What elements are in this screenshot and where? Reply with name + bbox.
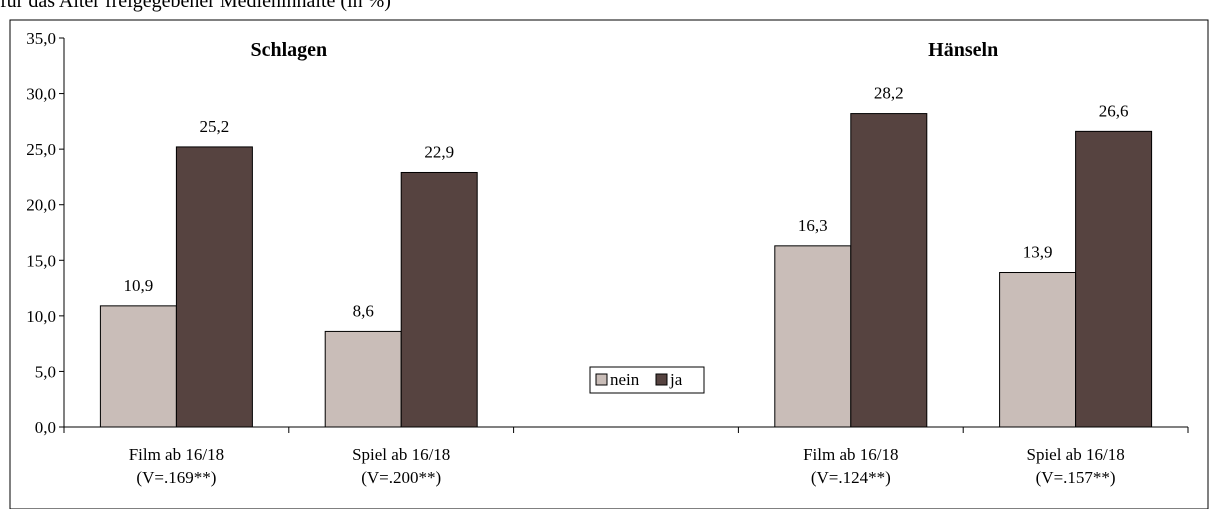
bar-value-label: 10,9	[124, 276, 154, 295]
y-tick-label: 15,0	[26, 251, 56, 270]
bar-value-label: 22,9	[424, 142, 454, 161]
y-tick-label: 0,0	[35, 418, 56, 437]
panel-titles: Schlagen Hänseln	[250, 39, 998, 61]
y-tick-label: 30,0	[26, 85, 56, 104]
bars	[99, 113, 1153, 428]
bar-value-label: 16,3	[798, 216, 828, 235]
bar-ja	[400, 171, 478, 428]
category-label: Film ab 16/18 (V=.124**)	[803, 445, 898, 487]
bar-ja	[175, 146, 253, 428]
legend-swatch-nein	[595, 373, 608, 386]
data-labels: 10,9 25,2 8,6 22,9 16,3 28,2 13,9 26,6	[124, 84, 1129, 321]
legend-box	[589, 366, 705, 394]
bar-value-label: 25,2	[200, 117, 230, 136]
y-tick-label: 25,0	[26, 140, 56, 159]
bar-ja	[1075, 130, 1153, 428]
x-axis: Film ab 16/18 (V=.169**) Spiel ab 16/18 (V=…	[63, 426, 1189, 487]
bar-nein	[324, 330, 402, 428]
panel-title: Schlagen	[250, 39, 327, 61]
bar-value-label: 28,2	[874, 84, 904, 103]
bar-nein	[774, 245, 852, 428]
bar-value-label: 13,9	[1023, 243, 1053, 262]
category-label: Spiel ab 16/18 (V=.200**)	[352, 445, 450, 487]
chart-caption: für das Alter freigegebener Medieninhalt…	[0, 0, 391, 12]
bar-value-label: 26,6	[1099, 101, 1129, 120]
bar-ja	[850, 113, 928, 428]
legend-label-nein: nein	[610, 370, 640, 389]
panel-title: Hänseln	[928, 39, 998, 61]
y-tick-label: 5,0	[35, 362, 56, 381]
y-tick-label: 10,0	[26, 307, 56, 326]
category-label: Spiel ab 16/18 (V=.157**)	[1026, 445, 1124, 487]
bar-nein	[999, 272, 1077, 428]
y-tick-label: 20,0	[26, 196, 56, 215]
y-axis: 0,0 5,0 10,0 15,0 20,0 25,0 30,0 35,0	[26, 29, 65, 437]
bar-value-label: 8,6	[353, 301, 374, 320]
y-tick-label: 35,0	[26, 29, 56, 48]
legend-label-ja: ja	[669, 370, 683, 389]
chart-frame	[9, 19, 1209, 509]
legend: nein ja	[589, 366, 705, 394]
bar-nein	[99, 305, 177, 428]
category-label: Film ab 16/18 (V=.169**)	[129, 445, 224, 487]
legend-swatch-ja	[655, 373, 668, 386]
